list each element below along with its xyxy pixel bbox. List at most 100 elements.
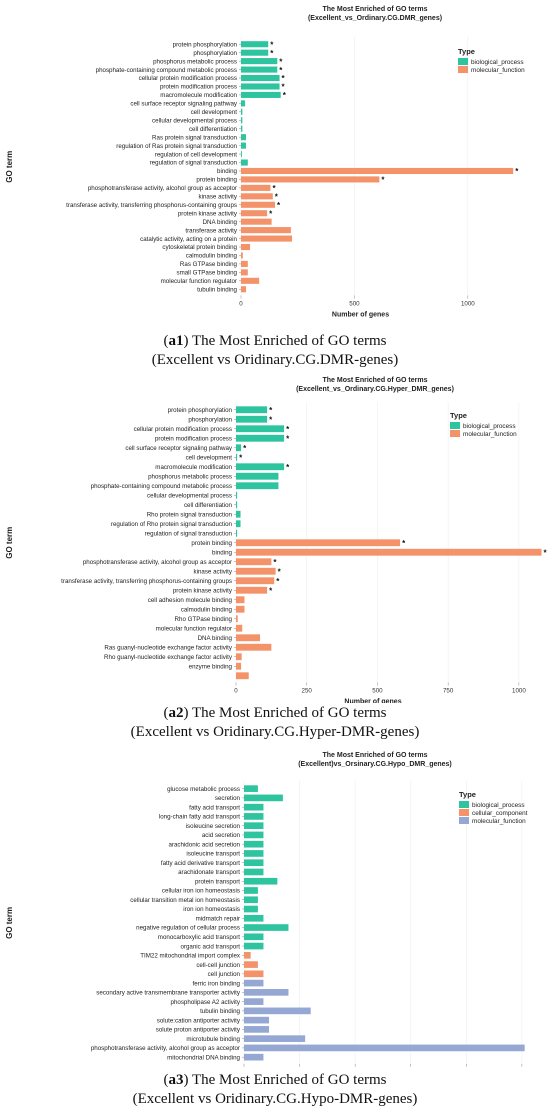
bar [241,151,242,158]
y-axis-label: GO term [5,527,14,559]
caption-label: a1 [168,333,184,349]
significance-mark: * [272,184,276,193]
legend-swatch [459,809,469,816]
chart-title-line: The Most Enriched of GO terms [322,752,428,759]
category-label: macromolecule modification [160,92,237,99]
bar [236,558,272,566]
bar [244,905,258,913]
category-label: secretion [215,795,241,802]
chart-title: The Most Enriched of GO terms (Excellent… [200,752,550,769]
x-tick-label: 500 [372,688,383,695]
legend-title: Type [458,47,475,56]
bar [244,914,264,922]
bar [241,49,269,56]
category-label: phosphotransferase activity, alcohol gro… [83,559,232,566]
bar [241,91,281,98]
category-label: isoleucine transport [186,851,240,858]
bar [241,134,246,141]
category-label: phosphorylation [188,416,232,423]
legend-entry: molecular_function [472,818,526,825]
category-label: organic acid transport [180,943,240,950]
legend-entry: biological_process [472,802,525,809]
bar [236,653,242,661]
category-label: cell development [186,454,233,461]
bar [236,662,242,670]
significance-mark: * [283,91,287,100]
category-label: molecular function regulator [161,278,237,285]
x-tick-label: 0 [234,688,238,695]
category-label: transferase activity, transferring phosp… [66,202,237,209]
category-label: protein phosphorylation [173,41,238,48]
category-label: cellular protein modification process [139,75,237,82]
category-label: tubulin binding [197,286,237,293]
y-axis-label: GO term [5,907,14,939]
caption-line2: (Excellent vs Oridinary.CG.Hypo-DMR-gene… [132,1091,418,1107]
bar [244,877,278,885]
category-label: cellular developmental process [147,492,232,499]
bar [244,998,264,1005]
bar [236,425,285,433]
category-label: cellular iron ion homeostasis [162,888,240,895]
category-label: cell development [191,109,238,116]
category-label: cell differentiation [189,126,238,133]
bar [244,1007,311,1015]
bar [236,605,245,613]
bar [241,117,243,124]
category-label: secondary active transmembrane transport… [96,990,241,997]
legend-swatch [450,430,460,437]
legend-swatch [458,58,468,65]
category-label: acid secretion [202,832,241,839]
significance-mark: * [270,49,274,58]
x-tick-label: 250 [302,688,313,695]
bar [236,529,238,537]
significance-mark: * [269,209,273,218]
x-tick-label: 500 [349,301,360,308]
bar [241,277,260,284]
significance-mark: * [402,539,406,548]
caption-line1: The Most Enriched of GO terms [191,705,387,721]
category-label: fatty acid transport [189,804,240,811]
significance-mark: * [282,74,286,83]
bar [241,167,514,175]
category-label: phosphate-containing compound metabolic … [96,67,237,74]
significance-mark: * [277,201,281,210]
bar [244,1016,270,1024]
significance-mark: * [269,586,273,595]
bar [241,286,246,293]
bar [236,510,241,518]
category-label: regulation of cell development [155,151,237,158]
legend-entry: biological_process [471,59,524,66]
bar [241,201,276,208]
legend-swatch [459,801,469,808]
category-label: calmodulin binding [181,606,233,613]
chart-subtitle-line: (Excellent)vs_Orsinary.CG.Hypo_DMR_genes… [298,760,452,768]
category-label: transferase activity, transferring phosp… [61,578,232,585]
category-label: Ras GTPase binding [180,261,238,268]
bar [244,961,258,968]
bar [244,813,264,820]
bar [236,577,275,585]
bar [236,463,285,471]
caption-line1: The Most Enriched of GO terms [191,1072,387,1088]
bar [244,924,289,931]
bar [241,108,243,115]
caption-label: a2 [168,705,184,721]
chart-title: The Most Enriched of GO terms (Excellent… [200,377,550,394]
category-label: microtubule binding [186,1036,240,1043]
bar [244,831,264,839]
category-label: glucose metabolic process [167,786,240,793]
category-label: phosphotransferase activity, alcohol gro… [88,185,237,192]
category-label: long-chain fatty acid transport [159,814,240,821]
y-axis-label: GO term [5,151,14,183]
bar [241,176,380,183]
category-label: protein binding [196,177,237,184]
category-label: phosphorylation [193,50,237,57]
bar [236,624,243,632]
category-label: binding [217,168,238,175]
category-label: kinase activity [193,568,232,575]
category-label: small GTPase binding [176,270,237,277]
category-label: protein transport [195,878,240,885]
significance-mark: * [286,434,290,443]
x-tick-label: 0 [239,301,243,308]
legend-entry: biological_process [463,423,516,430]
